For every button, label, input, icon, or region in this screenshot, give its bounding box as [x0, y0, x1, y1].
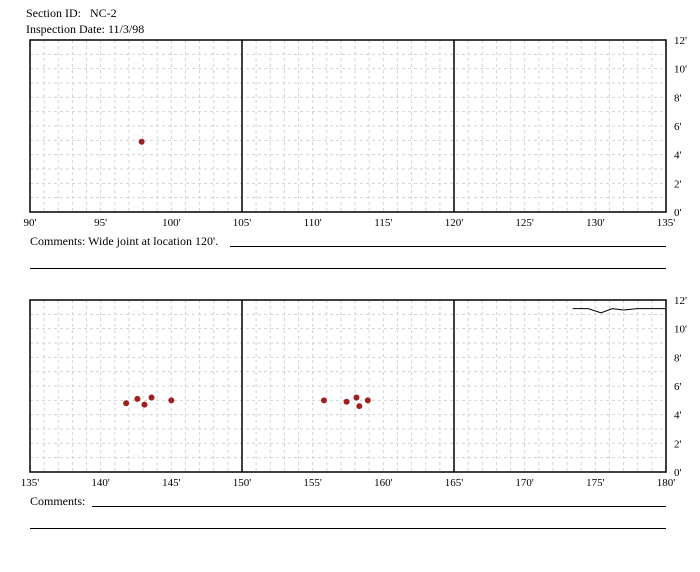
- svg-text:12': 12': [674, 295, 687, 307]
- svg-text:170': 170': [515, 477, 534, 489]
- svg-text:165': 165': [445, 477, 464, 489]
- svg-text:90': 90': [24, 217, 37, 229]
- inspection-date-value: 11/3/98: [108, 22, 144, 36]
- comments-label: Comments:: [30, 494, 85, 508]
- comments-underline-1a: [230, 246, 666, 247]
- svg-text:95': 95': [94, 217, 107, 229]
- svg-text:6': 6': [674, 381, 682, 393]
- section-id-line: Section ID: NC-2: [26, 6, 144, 22]
- svg-text:180': 180': [657, 477, 676, 489]
- comments-text: Wide joint at location 120'.: [88, 234, 218, 248]
- svg-text:10': 10': [674, 324, 687, 336]
- svg-text:12': 12': [674, 35, 687, 47]
- svg-text:4': 4': [674, 410, 682, 422]
- inspection-date-label: Inspection Date:: [26, 22, 105, 36]
- svg-text:150': 150': [233, 477, 252, 489]
- svg-text:8': 8': [674, 92, 682, 104]
- svg-text:175': 175': [586, 477, 605, 489]
- svg-text:130': 130': [586, 217, 605, 229]
- svg-text:100': 100': [162, 217, 181, 229]
- svg-text:135': 135': [657, 217, 676, 229]
- svg-text:120': 120': [445, 217, 464, 229]
- comments-line-2: Comments:: [30, 494, 85, 509]
- comments-extra-line-2: [30, 528, 666, 529]
- inspection-chart-1: 90'95'100'105'110'115'120'125'130'135'0'…: [30, 40, 666, 212]
- svg-text:8': 8': [674, 352, 682, 364]
- svg-text:160': 160': [374, 477, 393, 489]
- svg-text:125': 125': [515, 217, 534, 229]
- comments-extra-line-1: [30, 268, 666, 269]
- svg-text:155': 155': [303, 477, 322, 489]
- svg-text:6': 6': [674, 121, 682, 133]
- section-id-value: NC-2: [90, 6, 117, 20]
- svg-text:110': 110': [304, 217, 322, 229]
- svg-text:4': 4': [674, 150, 682, 162]
- svg-text:145': 145': [162, 477, 181, 489]
- svg-text:0': 0': [674, 207, 682, 219]
- comments-label: Comments:: [30, 234, 85, 248]
- svg-text:140': 140': [91, 477, 110, 489]
- svg-text:115': 115': [374, 217, 392, 229]
- svg-text:2': 2': [674, 438, 682, 450]
- svg-text:2': 2': [674, 178, 682, 190]
- svg-text:105': 105': [233, 217, 252, 229]
- svg-text:10': 10': [674, 64, 687, 76]
- header-block: Section ID: NC-2 Inspection Date: 11/3/9…: [26, 6, 144, 37]
- inspection-date-line: Inspection Date: 11/3/98: [26, 22, 144, 38]
- comments-line-1: Comments: Wide joint at location 120'.: [30, 234, 218, 249]
- svg-text:0': 0': [674, 467, 682, 479]
- svg-text:135': 135': [21, 477, 40, 489]
- inspection-chart-2: 135'140'145'150'155'160'165'170'175'180'…: [30, 300, 666, 472]
- section-id-label: Section ID:: [26, 6, 81, 20]
- comments-underline-2a: [92, 506, 666, 507]
